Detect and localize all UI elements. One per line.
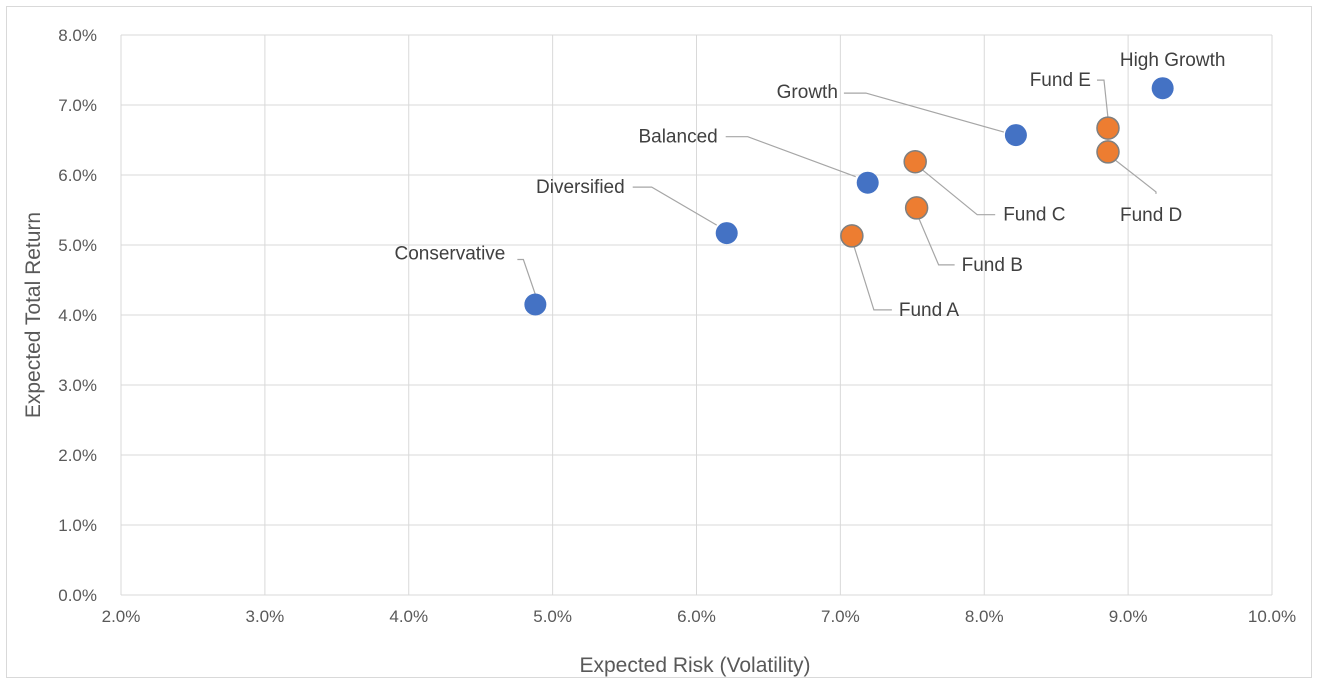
data-label: Fund B	[962, 255, 1023, 276]
leader-line	[517, 260, 535, 295]
data-point	[1097, 141, 1119, 163]
x-tick-label: 4.0%	[389, 607, 428, 626]
data-label: Diversified	[536, 177, 625, 198]
y-tick-label: 6.0%	[58, 166, 97, 185]
y-tick-label: 8.0%	[58, 26, 97, 45]
leader-line	[844, 93, 1004, 132]
data-point	[1097, 117, 1119, 139]
data-point	[906, 197, 928, 219]
data-point	[857, 172, 879, 194]
y-tick-label: 4.0%	[58, 306, 97, 325]
leader-line	[1097, 80, 1108, 118]
x-tick-label: 8.0%	[965, 607, 1004, 626]
data-label: Fund C	[1003, 205, 1065, 226]
data-label: Fund D	[1120, 205, 1182, 226]
data-point	[841, 225, 863, 247]
grid-layer	[121, 35, 1272, 595]
tick-layer: 2.0% 3.0% 4.0% 5.0% 6.0% 7.0% 8.0% 9.0% 10.0% 0.0…	[58, 26, 1296, 626]
leader-line	[854, 246, 892, 310]
x-tick-label: 10.0%	[1248, 607, 1296, 626]
data-label: Conservative	[394, 244, 505, 265]
data-label: Balanced	[638, 127, 717, 148]
y-tick-label: 0.0%	[58, 586, 97, 605]
x-axis-title: Expected Risk (Volatility)	[579, 654, 810, 677]
y-axis-title: Expected Total Return	[22, 212, 45, 418]
data-point	[1152, 77, 1174, 99]
data-point	[524, 294, 546, 316]
data-point	[904, 151, 926, 173]
y-tick-label: 2.0%	[58, 446, 97, 465]
label-layer: Conservative Diversified Balanced Growth Hig…	[394, 50, 1225, 321]
x-tick-label: 9.0%	[1109, 607, 1148, 626]
y-tick-label: 7.0%	[58, 96, 97, 115]
y-tick-label: 3.0%	[58, 376, 97, 395]
leader-line	[633, 187, 717, 225]
leader-line	[1115, 160, 1156, 194]
x-tick-label: 2.0%	[102, 607, 141, 626]
y-tick-label: 5.0%	[58, 236, 97, 255]
x-tick-label: 7.0%	[821, 607, 860, 626]
data-label: High Growth	[1120, 50, 1226, 71]
x-tick-label: 6.0%	[677, 607, 716, 626]
data-point	[1005, 124, 1027, 146]
data-label: Fund A	[899, 300, 960, 321]
data-point	[716, 222, 738, 244]
y-tick-label: 1.0%	[58, 516, 97, 535]
x-tick-label: 5.0%	[533, 607, 572, 626]
data-label: Growth	[777, 82, 838, 103]
leader-line	[726, 137, 856, 177]
data-label: Fund E	[1030, 70, 1091, 91]
x-tick-label: 3.0%	[246, 607, 285, 626]
leader-line	[919, 218, 955, 265]
